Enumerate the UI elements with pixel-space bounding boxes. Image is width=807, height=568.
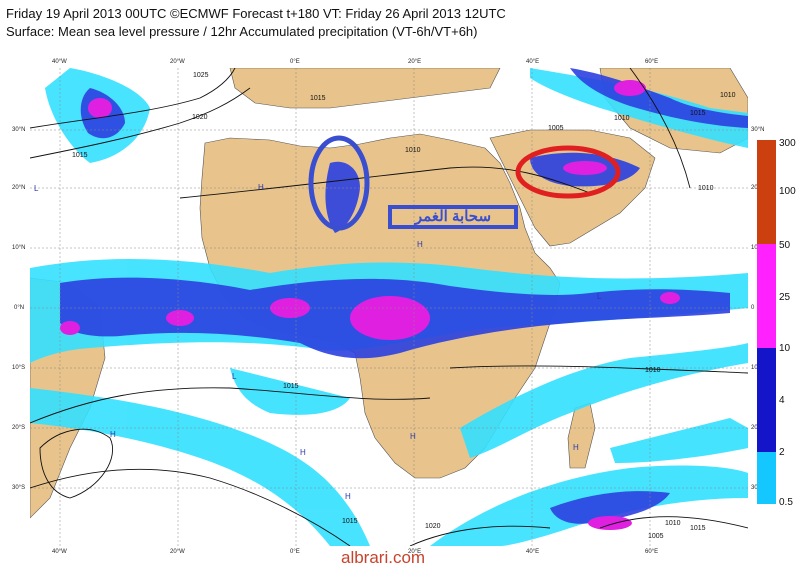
lon-tick-top-1: 40°W	[52, 59, 67, 65]
precipitation-colorbar	[757, 140, 776, 504]
colorbar-segment-2-0.5	[757, 452, 776, 504]
isobar-label: 1015	[310, 95, 326, 102]
isobar-lines	[30, 68, 748, 546]
lat-tick-right-3: 10	[751, 245, 758, 251]
lon-tick-top-2: 20°W	[170, 59, 185, 65]
lon-tick-bottom-3: 0°E	[290, 549, 300, 555]
isobar-label: 1015	[690, 525, 706, 532]
lon-tick-bottom-1: 40°W	[52, 549, 67, 555]
isobar-label: 1025	[193, 72, 209, 79]
lat-tick-left-7: 30°S	[12, 485, 26, 491]
pressure-center-marker: L	[232, 372, 237, 381]
precipitation-heavy	[60, 80, 680, 530]
lat-tick-left-4: 0°N	[14, 305, 25, 311]
lat-tick-left-3: 10°N	[12, 245, 26, 251]
lat-tick-right-4: 0	[751, 305, 755, 311]
legend-label: 0.5	[779, 497, 793, 508]
europe-land	[229, 68, 501, 109]
lat-tick-right-5: 10	[751, 365, 758, 371]
isobar-label: 1010	[405, 147, 421, 154]
isobar-label: 1015	[72, 152, 88, 159]
pressure-center-marker: H	[300, 448, 306, 457]
isobar-label: 1020	[425, 523, 441, 530]
pressure-center-marker: H	[110, 430, 116, 439]
lon-tick-top-3: 0°E	[290, 59, 300, 65]
colorbar-segment-50-25	[757, 244, 776, 348]
pressure-center-marker: H	[410, 432, 416, 441]
legend-label: 2	[779, 447, 785, 458]
lat-tick-left-2: 20°N	[12, 185, 26, 191]
lon-tick-bottom-2: 20°W	[170, 549, 185, 555]
isobar-label: 1020	[192, 114, 208, 121]
weather-map	[30, 68, 748, 546]
legend-label: 100	[779, 186, 796, 197]
pressure-center-marker: H	[417, 240, 423, 249]
lat-tick-right-2: 20	[751, 185, 758, 191]
isobar-label: 1015	[342, 518, 358, 525]
lat-tick-right-7: 30	[751, 485, 758, 491]
isobar-label: 1015	[283, 383, 299, 390]
pressure-center-marker: L	[597, 292, 602, 301]
lat-tick-left-5: 10°S	[12, 365, 26, 371]
isobar-label: 1010	[720, 92, 736, 99]
lat-tick-left-6: 20°S	[12, 425, 26, 431]
lon-tick-bottom-5: 40°E	[526, 549, 540, 555]
lat-tick-left-1: 30°N	[12, 127, 26, 133]
isobar-label: 1010	[698, 185, 714, 192]
colorbar-segment-300-100	[757, 140, 776, 244]
annotation-label-box: سحابة الغمر	[388, 205, 518, 229]
isobar-label: 1015	[690, 110, 706, 117]
legend-label: 10	[779, 343, 791, 354]
legend-label: 300	[779, 138, 796, 149]
isobar-label: 1010	[614, 115, 630, 122]
chart-title-line-1: Friday 19 April 2013 00UTC ©ECMWF Foreca…	[6, 6, 506, 21]
lat-tick-right-1: 30°N	[751, 127, 765, 133]
isobar-label: 1010	[645, 367, 661, 374]
legend-label: 50	[779, 240, 791, 251]
lat-tick-right-6: 20	[751, 425, 758, 431]
colorbar-segment-10-4	[757, 348, 776, 452]
annotation-circle-red	[515, 145, 621, 199]
pressure-center-marker: H	[258, 183, 264, 192]
chart-title-line-2: Surface: Mean sea level pressure / 12hr …	[6, 24, 478, 39]
isobar-label: 1005	[648, 533, 664, 540]
isobar-label: 1005	[548, 125, 564, 132]
isobar-label: 1010	[665, 520, 681, 527]
pressure-center-marker: H	[345, 492, 351, 501]
legend-label: 4	[779, 395, 785, 406]
annotation-circle-blue	[308, 135, 370, 231]
lon-tick-bottom-4: 20°E	[408, 549, 422, 555]
lon-tick-bottom-6: 60°E	[645, 549, 659, 555]
lon-tick-top-5: 40°E	[526, 59, 540, 65]
lon-tick-top-4: 20°E	[408, 59, 422, 65]
pressure-center-marker: L	[34, 184, 39, 193]
legend-label: 25	[779, 292, 791, 303]
pressure-center-marker: H	[573, 443, 579, 452]
lon-tick-top-6: 60°E	[645, 59, 659, 65]
watermark: albrari.com	[341, 548, 426, 567]
